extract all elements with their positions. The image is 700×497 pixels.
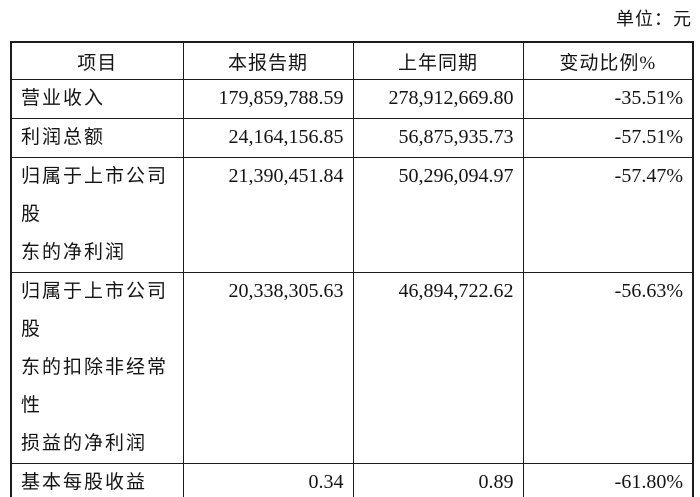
table-row-net-profit: 归属于上市公司股 东的净利润 21,390,451.84 50,296,094.…: [10, 157, 694, 273]
previous-period-value: 46,894,722.62: [352, 272, 524, 464]
header-cell-change-ratio: 变动比例%: [522, 41, 694, 80]
item-cell: 归属于上市公司股 东的扣除非经常性 损益的净利润: [10, 272, 184, 464]
change-ratio-value: -56.63%: [522, 272, 694, 464]
previous-period-value: 0.89: [352, 463, 524, 497]
unit-label: 单位：元: [616, 9, 692, 29]
previous-period-value: 50,296,094.97: [352, 157, 524, 273]
current-period-value: 20,338,305.63: [182, 272, 354, 464]
previous-period-value: 278,912,669.80: [352, 79, 524, 119]
change-ratio-value: -61.80%: [522, 463, 694, 497]
table-row-total-profit: 利润总额 24,164,156.85 56,875,935.73 -57.51%: [10, 118, 694, 158]
item-cell: 基本每股收益: [10, 463, 184, 497]
change-ratio-value: -57.51%: [522, 118, 694, 158]
table-row-net-profit-excl-nonrecurring: 归属于上市公司股 东的扣除非经常性 损益的净利润 20,338,305.63 4…: [10, 272, 694, 464]
item-cell: 归属于上市公司股 东的净利润: [10, 157, 184, 273]
table-header-row: 项目 本报告期 上年同期 变动比例%: [10, 41, 694, 80]
current-period-value: 21,390,451.84: [182, 157, 354, 273]
current-period-value: 24,164,156.85: [182, 118, 354, 158]
financial-table: 项目 本报告期 上年同期 变动比例% 营业收入 179,859,788.59 2…: [10, 41, 694, 497]
current-period-value: 0.34: [182, 463, 354, 497]
table-row-basic-eps: 基本每股收益 0.34 0.89 -61.80%: [10, 463, 694, 497]
header-cell-item: 项目: [10, 41, 184, 80]
current-period-value: 179,859,788.59: [182, 79, 354, 119]
table-row-operating-revenue: 营业收入 179,859,788.59 278,912,669.80 -35.5…: [10, 79, 694, 119]
header-cell-current-period: 本报告期: [182, 41, 354, 80]
item-cell: 营业收入: [10, 79, 184, 119]
item-cell: 利润总额: [10, 118, 184, 158]
header-cell-previous-period: 上年同期: [352, 41, 524, 80]
change-ratio-value: -57.47%: [522, 157, 694, 273]
previous-period-value: 56,875,935.73: [352, 118, 524, 158]
change-ratio-value: -35.51%: [522, 79, 694, 119]
